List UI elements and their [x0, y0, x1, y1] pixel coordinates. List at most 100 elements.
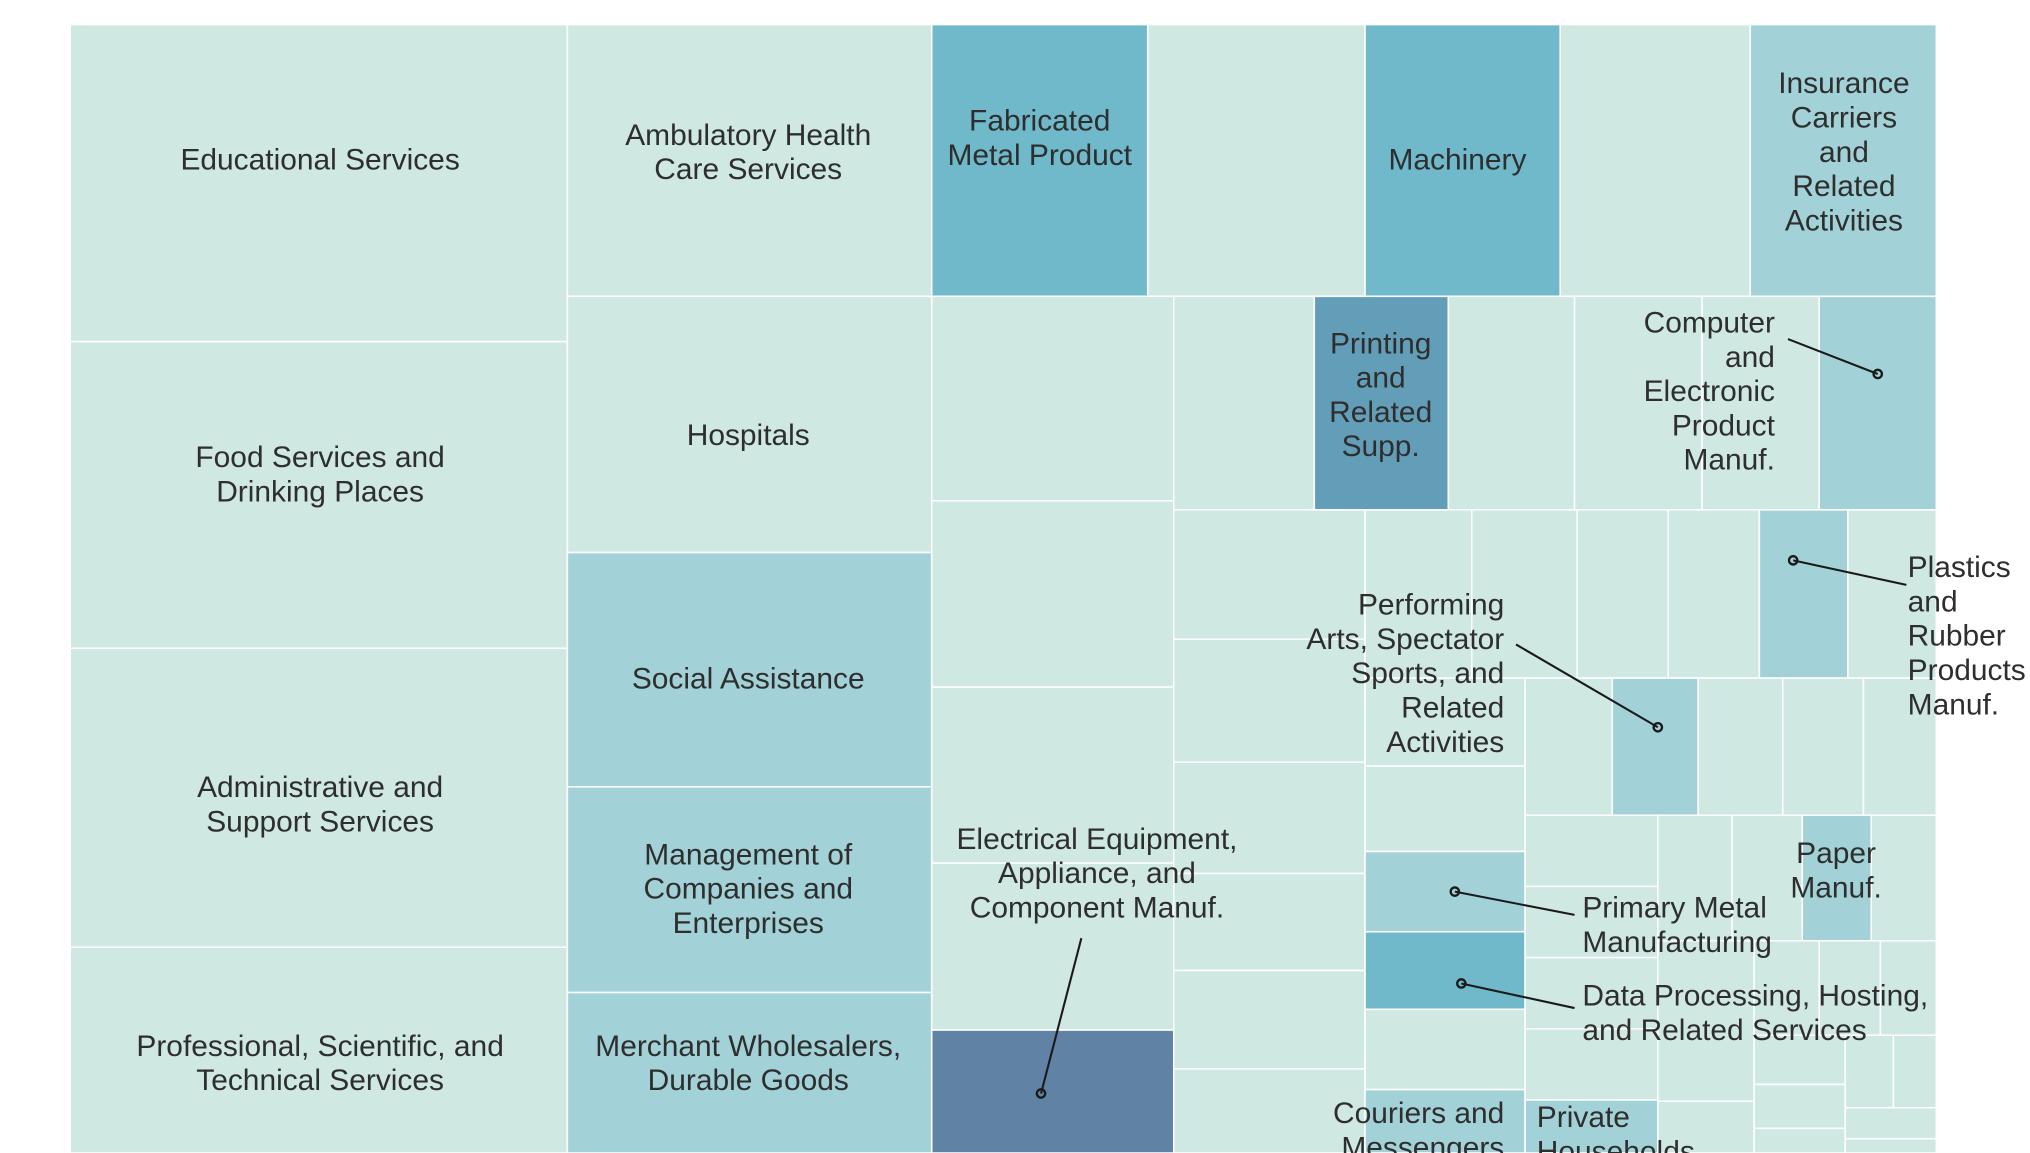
tile[interactable] — [1573, 295, 1703, 511]
tile-label-line: Households — [1537, 1135, 1695, 1153]
tile-label-line: Private — [1537, 1101, 1630, 1134]
tile-label-line: Manuf. — [1683, 444, 1774, 477]
tile[interactable] — [1657, 939, 1755, 1103]
tile[interactable] — [930, 862, 1175, 1031]
tile[interactable] — [1364, 765, 1526, 853]
tile[interactable] — [1172, 638, 1366, 763]
tile-ambulatory-health[interactable] — [566, 23, 933, 298]
tile-label-line: Food Services and — [195, 441, 444, 474]
tile[interactable] — [1364, 509, 1473, 679]
tile[interactable] — [1559, 23, 1752, 298]
tile[interactable] — [930, 295, 1175, 502]
tile-label-line: Related — [1401, 692, 1504, 725]
tile-paper[interactable] — [1801, 814, 1873, 942]
tile[interactable] — [1524, 677, 1614, 817]
tile[interactable] — [1870, 814, 1938, 942]
tile-label-line: Carriers — [1791, 102, 1897, 135]
tile-computer-electronic[interactable] — [1818, 295, 1938, 511]
tile-label-line: Computer — [1644, 307, 1775, 340]
tile-social-assistance[interactable] — [566, 551, 933, 788]
tile-label-line: Manuf. — [1790, 871, 1881, 904]
tile[interactable] — [1146, 23, 1366, 298]
tile-management-companies[interactable] — [566, 786, 933, 994]
tile[interactable] — [1524, 814, 1659, 888]
tile[interactable] — [1753, 1127, 1846, 1153]
tile-label-line: Hospitals — [687, 419, 810, 452]
tile[interactable] — [1862, 677, 1938, 817]
tile-label: Plastics and Rubber Products Manuf. — [1908, 551, 2026, 721]
tile-fabricated-metal[interactable] — [930, 23, 1149, 298]
leader-dot — [1035, 1088, 1047, 1099]
tile[interactable] — [1657, 1100, 1755, 1153]
tile-label-line: Administrative and — [197, 771, 443, 804]
tile-label-line: Electronic — [1644, 375, 1775, 408]
tile-label-line: Couriers and — [1333, 1097, 1504, 1130]
leader-line — [1792, 559, 1907, 586]
tile-professional-scientific[interactable] — [69, 946, 569, 1153]
tile[interactable] — [1781, 677, 1865, 817]
tile-label: Performing Arts, Spectator Sports, and Rela… — [1306, 589, 1504, 759]
tile-label-line: Related — [1792, 170, 1895, 203]
tile[interactable] — [1697, 677, 1784, 817]
tile-label-line: Sports, and — [1351, 657, 1504, 690]
tile-label-line: Merchant Wholesalers, — [595, 1030, 901, 1063]
tile-label-line: and — [1819, 136, 1869, 169]
tile[interactable] — [1447, 295, 1576, 511]
tile[interactable] — [1753, 939, 1820, 1037]
tile-label-line: Electrical Equipment, — [956, 823, 1237, 856]
tile-label-line: Educational Services — [180, 144, 459, 177]
tile[interactable] — [1818, 939, 1882, 1037]
tile-label-line: Rubber — [1908, 620, 2006, 653]
tile-hospitals[interactable] — [566, 295, 933, 554]
tile-label: Insurance Carriers and Related Activities — [1778, 67, 1909, 237]
tile[interactable] — [1879, 939, 1938, 1037]
tile-label-line: Manuf. — [1908, 688, 1999, 721]
tile-label-line: Drinking Places — [216, 476, 424, 509]
tile-label-line: Metal Product — [947, 139, 1132, 172]
tile-plastics-rubber[interactable] — [1758, 509, 1849, 679]
tile[interactable] — [1753, 1083, 1846, 1130]
tile-label-line: and — [1725, 341, 1775, 374]
tile[interactable] — [1172, 872, 1366, 972]
tile[interactable] — [1844, 1137, 1938, 1153]
tile-label: Professional, Scientific, and Technical S… — [136, 1030, 503, 1097]
tile[interactable] — [1172, 761, 1366, 875]
tile-label: Food Services and Drinking Places — [195, 441, 444, 508]
tile-data-processing[interactable] — [1364, 930, 1526, 1011]
tile[interactable] — [1524, 956, 1659, 1030]
tile-label-line: Messengers — [1341, 1132, 1504, 1153]
tile-label: Educational Services — [180, 144, 459, 177]
tile-performing-arts[interactable] — [1611, 677, 1699, 817]
tile[interactable] — [1844, 1034, 1895, 1109]
tile-label-line: Support Services — [206, 806, 434, 839]
tile-label-line: Component Manuf. — [970, 892, 1224, 925]
tile-educational-services[interactable] — [69, 23, 569, 343]
tile[interactable] — [1667, 509, 1761, 679]
tile-primary-metal[interactable] — [1364, 850, 1526, 933]
tile[interactable] — [1892, 1034, 1938, 1109]
tile-label: Merchant Wholesalers, Durable Goods — [595, 1030, 901, 1097]
tile[interactable] — [930, 686, 1175, 864]
tile-label-line: Manufacturing — [1582, 926, 1772, 959]
tile[interactable] — [1172, 969, 1366, 1070]
tile-insurance-carriers[interactable] — [1749, 23, 1938, 298]
tile[interactable] — [1844, 1106, 1938, 1140]
tile-label: Ambulatory Health Care Services — [625, 119, 871, 186]
tile[interactable] — [1172, 509, 1366, 641]
tile-label-line: Product — [1672, 410, 1776, 443]
tile[interactable] — [1657, 814, 1733, 942]
tile[interactable] — [1847, 509, 1938, 679]
tile-label: Hospitals — [687, 419, 810, 452]
tile[interactable] — [1364, 1008, 1526, 1091]
tile[interactable] — [930, 500, 1175, 688]
tile-food-services[interactable] — [69, 340, 569, 650]
tile-administrative-support[interactable] — [69, 647, 569, 949]
tile-label-line: Paper — [1796, 837, 1876, 870]
tile[interactable] — [1576, 509, 1670, 679]
tile-label: Social Assistance — [632, 663, 865, 696]
tile-printing[interactable] — [1313, 295, 1450, 511]
tile-label-line: Performing — [1358, 589, 1504, 622]
tile[interactable] — [1731, 814, 1804, 942]
tile[interactable] — [1172, 295, 1316, 511]
